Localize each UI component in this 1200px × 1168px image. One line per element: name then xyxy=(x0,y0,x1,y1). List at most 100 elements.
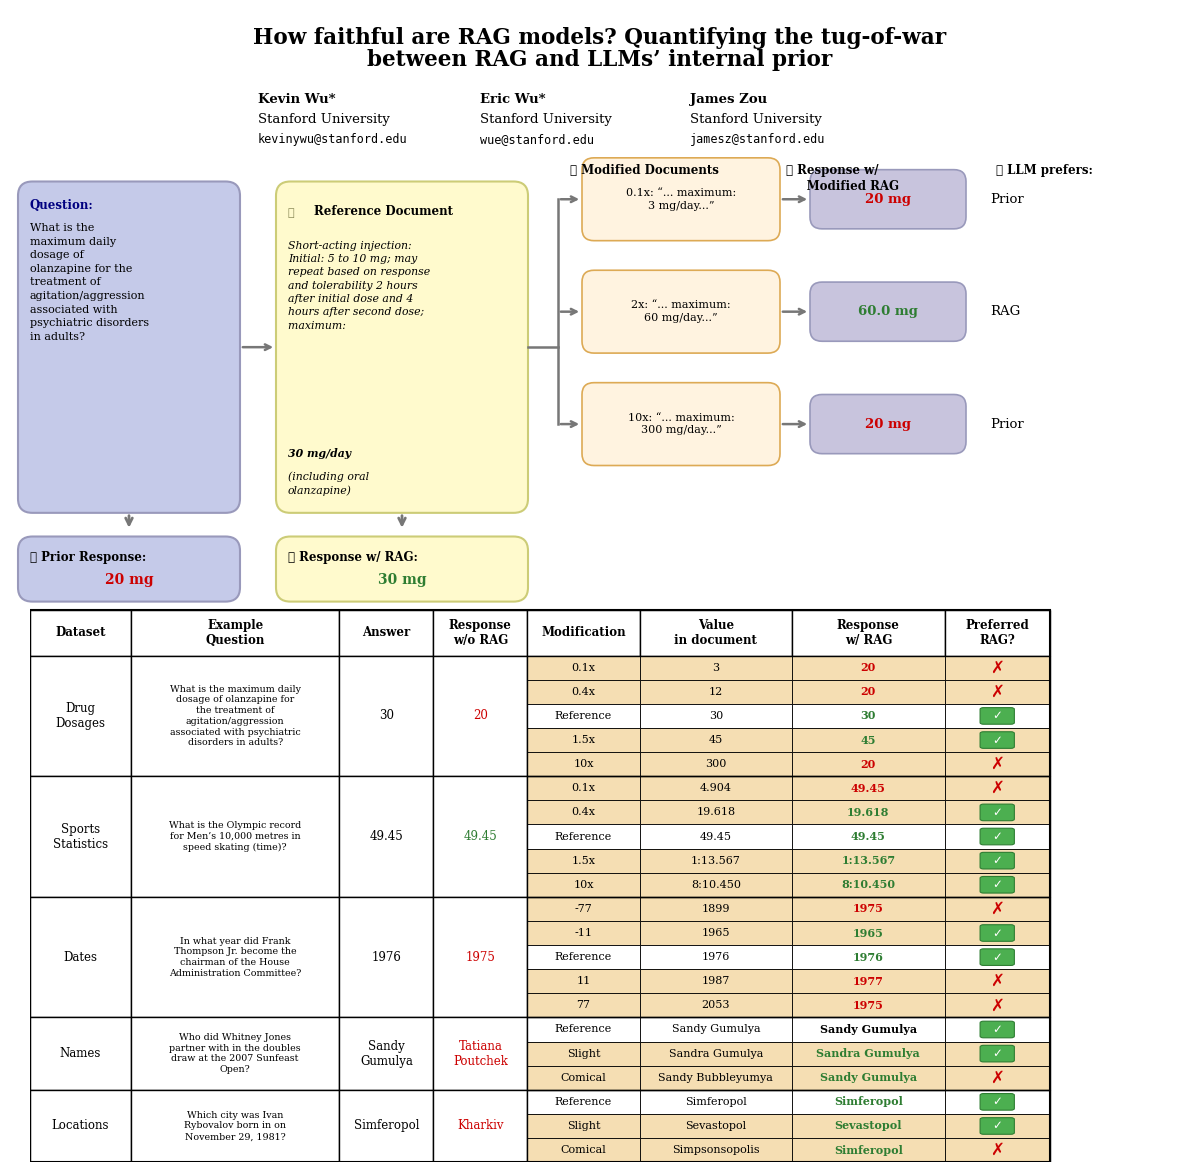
Text: ✓: ✓ xyxy=(992,806,1002,819)
Text: 📄 Modified Documents: 📄 Modified Documents xyxy=(570,164,719,176)
Bar xyxy=(433,655,527,777)
Bar xyxy=(340,897,433,1017)
Text: How faithful are RAG models? Quantifying the tug-of-war: How faithful are RAG models? Quantifying… xyxy=(253,27,947,49)
Text: ✗: ✗ xyxy=(990,659,1004,676)
Bar xyxy=(131,610,340,655)
FancyBboxPatch shape xyxy=(980,1045,1014,1062)
Bar xyxy=(792,993,944,1017)
Bar xyxy=(433,1090,527,1162)
Text: Sports
Statistics: Sports Statistics xyxy=(53,822,108,850)
Bar xyxy=(433,1017,527,1090)
Bar xyxy=(527,945,640,969)
Text: Tatiana
Poutchek: Tatiana Poutchek xyxy=(452,1040,508,1068)
Text: Dataset: Dataset xyxy=(55,626,106,639)
Bar xyxy=(527,610,640,655)
Text: ✓: ✓ xyxy=(992,878,1002,891)
Bar xyxy=(792,777,944,800)
Bar xyxy=(944,1042,1050,1065)
Text: Simferopol: Simferopol xyxy=(834,1145,902,1155)
Text: Simferopol: Simferopol xyxy=(354,1119,419,1133)
Text: ✓: ✓ xyxy=(992,1023,1002,1036)
Text: 1977: 1977 xyxy=(853,975,883,987)
Bar xyxy=(640,800,792,825)
Bar xyxy=(131,1017,340,1090)
Text: What is the
maximum daily
dosage of
olanzapine for the
treatment of
agitation/ag: What is the maximum daily dosage of olan… xyxy=(30,223,149,342)
Text: 20: 20 xyxy=(860,662,876,673)
Text: 20 mg: 20 mg xyxy=(104,573,154,588)
Text: 1976: 1976 xyxy=(853,952,883,962)
Text: Stanford University: Stanford University xyxy=(258,113,390,126)
Text: Modification: Modification xyxy=(541,626,626,639)
Bar xyxy=(30,777,131,897)
FancyBboxPatch shape xyxy=(18,536,240,602)
Bar xyxy=(792,800,944,825)
FancyBboxPatch shape xyxy=(980,1021,1014,1038)
Text: Sandy Gumulya: Sandy Gumulya xyxy=(820,1072,917,1083)
Text: 10x: 10x xyxy=(574,759,594,770)
Bar xyxy=(640,610,792,655)
Text: 1976: 1976 xyxy=(372,951,401,964)
FancyBboxPatch shape xyxy=(980,876,1014,894)
Text: Sevastopol: Sevastopol xyxy=(834,1120,902,1132)
Bar xyxy=(131,777,340,897)
Bar xyxy=(640,920,792,945)
Text: 0.4x: 0.4x xyxy=(571,807,595,818)
Bar xyxy=(640,993,792,1017)
Text: Prior: Prior xyxy=(990,418,1024,431)
Bar xyxy=(340,777,433,897)
Bar xyxy=(944,993,1050,1017)
Text: -77: -77 xyxy=(575,904,593,913)
Bar xyxy=(640,969,792,993)
Text: 45: 45 xyxy=(860,735,876,745)
Text: Comical: Comical xyxy=(560,1145,606,1155)
Bar xyxy=(944,800,1050,825)
Text: Locations: Locations xyxy=(52,1119,109,1133)
Bar xyxy=(792,849,944,872)
Text: 2x: “... maximum:
60 mg/day...”: 2x: “... maximum: 60 mg/day...” xyxy=(631,300,731,324)
Bar xyxy=(527,993,640,1017)
Text: Answer: Answer xyxy=(362,626,410,639)
Text: Slight: Slight xyxy=(566,1121,600,1131)
Text: 20: 20 xyxy=(860,759,876,770)
Bar xyxy=(944,728,1050,752)
Text: 49.45: 49.45 xyxy=(851,832,886,842)
Bar xyxy=(792,969,944,993)
Bar xyxy=(527,897,1050,1017)
Bar xyxy=(792,728,944,752)
Text: 77: 77 xyxy=(576,1000,590,1010)
Text: Response
w/ RAG: Response w/ RAG xyxy=(836,619,900,647)
Text: ✗: ✗ xyxy=(990,899,1004,918)
Text: 8:10.450: 8:10.450 xyxy=(691,880,740,890)
Bar xyxy=(527,1090,640,1114)
Text: Example
Question: Example Question xyxy=(205,619,265,647)
Text: Sandra Gumulya: Sandra Gumulya xyxy=(668,1049,763,1058)
Text: 8:10.450: 8:10.450 xyxy=(841,880,895,890)
Text: Simpsonsopolis: Simpsonsopolis xyxy=(672,1145,760,1155)
Text: ✓: ✓ xyxy=(992,734,1002,746)
Bar xyxy=(433,610,527,655)
Bar xyxy=(944,945,1050,969)
Text: 30: 30 xyxy=(379,709,394,723)
Bar xyxy=(640,655,792,680)
FancyBboxPatch shape xyxy=(980,732,1014,749)
Bar xyxy=(527,704,640,728)
Bar xyxy=(640,680,792,704)
Text: ✗: ✗ xyxy=(990,683,1004,701)
Bar xyxy=(527,800,640,825)
Bar xyxy=(527,752,640,777)
Bar xyxy=(640,1090,792,1114)
Bar xyxy=(131,655,340,777)
Bar xyxy=(944,777,1050,800)
Bar xyxy=(527,1042,640,1065)
Text: ✗: ✗ xyxy=(990,756,1004,773)
Text: James Zou: James Zou xyxy=(690,93,767,106)
Text: 1976: 1976 xyxy=(702,952,730,962)
Bar xyxy=(640,777,792,800)
Bar xyxy=(640,1065,792,1090)
Text: ✓: ✓ xyxy=(992,709,1002,723)
Bar xyxy=(131,897,340,1017)
Bar xyxy=(944,897,1050,920)
Text: 1975: 1975 xyxy=(853,1000,883,1010)
Bar xyxy=(792,1114,944,1138)
Bar xyxy=(527,777,640,800)
